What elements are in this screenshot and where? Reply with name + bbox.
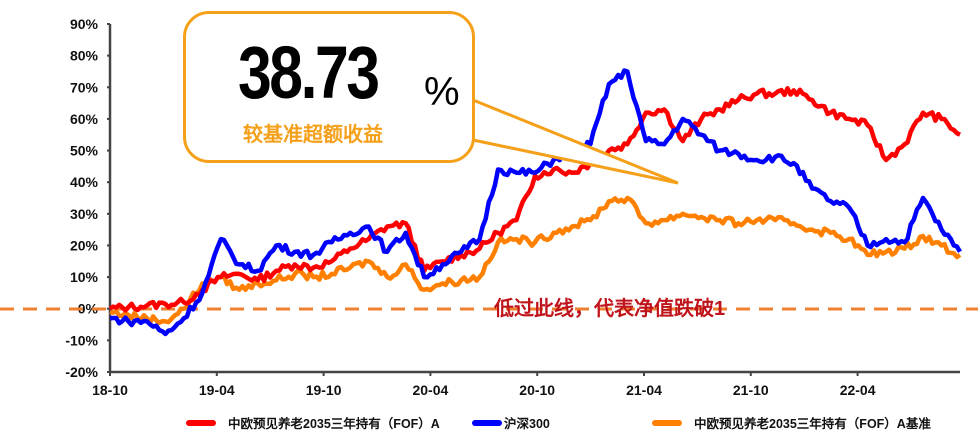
legend-item-benchmark: 中欧预见养老2035三年持有（FOF）A基准 bbox=[652, 413, 931, 432]
y-tick-label: 10% bbox=[70, 269, 99, 285]
threshold-annotation: 低过此线，代表净值跌破1 bbox=[494, 298, 726, 320]
series-line bbox=[108, 86, 961, 313]
y-tick-label: 20% bbox=[70, 237, 99, 253]
y-tick-label: -20% bbox=[65, 364, 98, 380]
legend-item-fund-a: 中欧预见养老2035三年持有（FOF）A bbox=[186, 413, 440, 432]
x-tick-label: 20-04 bbox=[412, 382, 448, 398]
excess-return-value: 38.73 bbox=[238, 31, 380, 114]
series-line bbox=[109, 195, 962, 325]
x-tick-label: 19-04 bbox=[199, 382, 235, 398]
legend-item-hs300: 沪深300 bbox=[472, 413, 550, 432]
y-tick-label: 60% bbox=[70, 111, 99, 127]
legend-swatch-blue bbox=[472, 419, 502, 426]
x-tick-label: 21-10 bbox=[733, 382, 769, 398]
y-tick-label: 90% bbox=[70, 16, 99, 32]
x-tick-label: 22-04 bbox=[840, 382, 876, 398]
x-tick-label: 21-04 bbox=[626, 382, 662, 398]
y-tick-label: 40% bbox=[70, 174, 99, 190]
x-axis: 18-10 19-04 19-10 20-04 20-10 21-04 21-10 22-04 bbox=[92, 370, 960, 398]
y-axis: 90% 80% 70% 60% 50% 40% 30% 20% 10% 0% -10% -20% bbox=[65, 16, 112, 380]
callout-subtitle: 较基准超额收益 bbox=[243, 124, 383, 146]
series-line bbox=[109, 68, 962, 337]
y-tick-label: 0% bbox=[78, 301, 99, 317]
legend-label: 中欧预见养老2035三年持有（FOF）A基准 bbox=[694, 417, 931, 431]
y-tick-label: 50% bbox=[70, 143, 99, 159]
legend-swatch-red bbox=[186, 419, 216, 426]
x-tick-label: 18-10 bbox=[92, 382, 128, 398]
percent-sign: % bbox=[424, 70, 460, 114]
y-tick-label: 80% bbox=[70, 48, 99, 64]
y-tick-label: 70% bbox=[70, 79, 99, 95]
excess-return-callout: 38.73 % 较基准超额收益 bbox=[183, 11, 475, 163]
legend-label: 沪深300 bbox=[504, 417, 550, 431]
y-tick-label: -10% bbox=[65, 332, 98, 348]
y-tick-label: 30% bbox=[70, 206, 99, 222]
legend-label: 中欧预见养老2035三年持有（FOF）A bbox=[228, 417, 440, 431]
series-lines bbox=[108, 68, 962, 337]
x-tick-label: 20-10 bbox=[519, 382, 555, 398]
x-tick-label: 19-10 bbox=[306, 382, 342, 398]
legend-swatch-orange bbox=[652, 419, 682, 426]
